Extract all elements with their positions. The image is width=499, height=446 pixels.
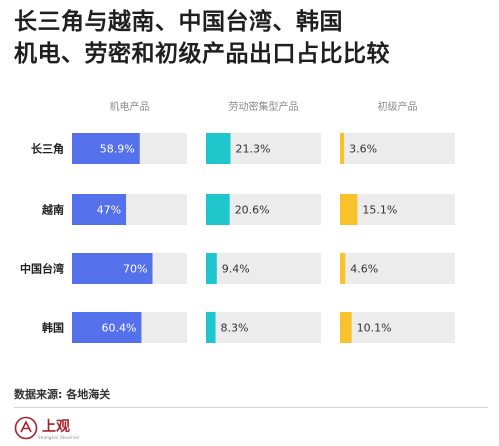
logo-name: 上观 bbox=[42, 419, 70, 435]
data-label-s0-c3: 60.4% bbox=[102, 322, 137, 335]
bar-track-s2-c3 bbox=[340, 312, 455, 343]
shanghai-observer-logo: 上观 Shanghai Observer bbox=[14, 414, 80, 442]
bar-track-s2-c2 bbox=[340, 253, 455, 284]
logo-subtitle: Shanghai Observer bbox=[38, 435, 80, 440]
bar-s0-c2 bbox=[72, 253, 153, 284]
bar-s1-c1 bbox=[206, 194, 230, 225]
data-label-s2-c3: 10.1% bbox=[357, 322, 392, 335]
data-source: 数据来源: 各地海关 bbox=[14, 388, 111, 401]
data-label-s2-c1: 15.1% bbox=[362, 204, 397, 217]
bar-s1-c0 bbox=[206, 133, 231, 164]
data-label-s1-c2: 9.4% bbox=[222, 263, 250, 276]
bar-s1-c3 bbox=[206, 312, 216, 343]
data-label-s2-c2: 4.6% bbox=[350, 263, 378, 276]
series-header-0: 机电产品 bbox=[110, 100, 150, 113]
bar-s2-c1 bbox=[340, 194, 358, 225]
title-line-1: 长三角与越南、中国台湾、韩国 bbox=[14, 9, 343, 35]
title-line-2: 机电、劳密和初级产品出口占比比较 bbox=[14, 41, 390, 67]
chart-title: 长三角与越南、中国台湾、韩国 机电、劳密和初级产品出口占比比较 bbox=[14, 6, 490, 70]
bar-s2-c2 bbox=[340, 253, 346, 284]
data-label-s1-c1: 20.6% bbox=[235, 204, 270, 217]
footer-divider bbox=[14, 407, 488, 408]
series-header-1: 劳动密集型产品 bbox=[229, 100, 299, 113]
logo-icon bbox=[14, 416, 38, 440]
data-label-s0-c2: 70% bbox=[123, 263, 147, 276]
bar-track-s2-c0 bbox=[340, 133, 455, 164]
data-label-s1-c3: 8.3% bbox=[221, 322, 249, 335]
bar-s1-c2 bbox=[206, 253, 217, 284]
data-label-s0-c0: 58.9% bbox=[100, 143, 135, 156]
series-header-2: 初级产品 bbox=[378, 100, 418, 113]
bar-s0-c3 bbox=[72, 312, 142, 343]
bar-s2-c3 bbox=[340, 312, 352, 343]
bar-s0-c1 bbox=[72, 194, 127, 225]
data-label-s1-c0: 21.3% bbox=[235, 143, 270, 156]
bar-track-s1-c3 bbox=[206, 312, 321, 343]
category-label-2: 中国台湾 bbox=[20, 262, 64, 276]
bar-track-s1-c2 bbox=[206, 253, 321, 284]
data-label-s2-c0: 3.6% bbox=[349, 143, 377, 156]
category-label-0: 长三角 bbox=[31, 142, 64, 156]
data-label-s0-c1: 47% bbox=[97, 204, 121, 217]
bar-s2-c0 bbox=[340, 133, 345, 164]
bar-track-s2-c1 bbox=[340, 194, 455, 225]
bar-s0-c0 bbox=[72, 133, 140, 164]
category-label-3: 韩国 bbox=[42, 321, 64, 335]
category-label-1: 越南 bbox=[41, 203, 64, 217]
